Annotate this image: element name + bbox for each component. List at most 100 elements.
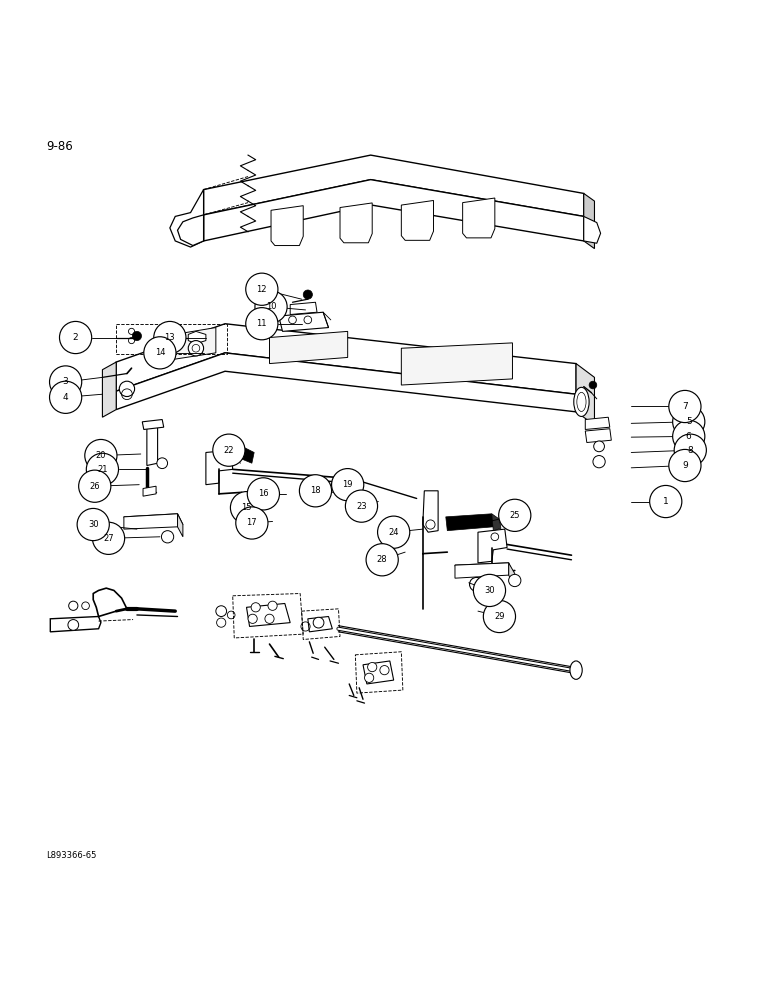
Text: 25: 25 — [510, 511, 520, 520]
Circle shape — [144, 337, 176, 369]
Circle shape — [473, 574, 506, 607]
Polygon shape — [271, 206, 303, 246]
Circle shape — [289, 316, 296, 324]
Circle shape — [672, 420, 705, 452]
Circle shape — [509, 574, 521, 587]
Text: 29: 29 — [494, 612, 505, 621]
Text: 20: 20 — [96, 451, 106, 460]
Circle shape — [366, 544, 398, 576]
Circle shape — [669, 390, 701, 423]
Text: 13: 13 — [164, 333, 175, 342]
Polygon shape — [178, 215, 204, 246]
Circle shape — [120, 381, 134, 397]
Polygon shape — [584, 193, 594, 249]
Circle shape — [669, 449, 701, 482]
Polygon shape — [178, 514, 183, 537]
Polygon shape — [246, 603, 290, 626]
Circle shape — [49, 381, 82, 413]
Polygon shape — [455, 563, 513, 577]
Circle shape — [235, 507, 268, 539]
Circle shape — [594, 441, 604, 452]
Polygon shape — [423, 491, 438, 532]
Polygon shape — [117, 324, 576, 394]
Circle shape — [251, 603, 260, 612]
Circle shape — [128, 338, 134, 344]
Polygon shape — [204, 180, 584, 241]
Circle shape — [245, 273, 278, 305]
Text: 18: 18 — [310, 486, 321, 495]
Text: 10: 10 — [266, 302, 276, 311]
Text: 9: 9 — [682, 461, 688, 470]
Circle shape — [313, 617, 324, 628]
Circle shape — [593, 456, 605, 468]
Polygon shape — [584, 216, 601, 243]
Circle shape — [85, 439, 117, 472]
Circle shape — [157, 458, 168, 469]
Text: 19: 19 — [343, 480, 353, 489]
Circle shape — [248, 614, 257, 623]
Text: 6: 6 — [686, 432, 692, 441]
Circle shape — [268, 601, 277, 610]
Circle shape — [672, 406, 705, 438]
Circle shape — [674, 434, 706, 466]
Polygon shape — [585, 429, 611, 443]
Circle shape — [230, 492, 262, 524]
Circle shape — [128, 328, 134, 334]
Polygon shape — [124, 514, 178, 529]
Polygon shape — [492, 514, 501, 531]
Circle shape — [380, 666, 389, 675]
Text: 23: 23 — [356, 502, 367, 511]
Text: 26: 26 — [90, 482, 100, 491]
Circle shape — [469, 577, 483, 591]
Circle shape — [300, 475, 332, 507]
Ellipse shape — [574, 387, 589, 416]
Text: 4: 4 — [63, 393, 69, 402]
Polygon shape — [147, 425, 157, 466]
Polygon shape — [143, 486, 156, 496]
Polygon shape — [340, 203, 372, 243]
Text: 14: 14 — [154, 348, 165, 357]
Circle shape — [247, 478, 279, 510]
Polygon shape — [401, 343, 513, 385]
Circle shape — [154, 321, 186, 354]
Circle shape — [245, 308, 278, 340]
Circle shape — [364, 673, 374, 682]
Polygon shape — [585, 417, 610, 429]
Polygon shape — [269, 331, 347, 364]
Polygon shape — [363, 661, 394, 684]
Circle shape — [69, 601, 78, 610]
Text: 17: 17 — [246, 518, 257, 527]
Polygon shape — [279, 312, 329, 331]
Polygon shape — [156, 328, 216, 362]
Polygon shape — [50, 616, 101, 632]
Polygon shape — [103, 362, 117, 417]
Polygon shape — [206, 450, 232, 485]
Circle shape — [167, 330, 173, 336]
Text: 2: 2 — [73, 333, 79, 342]
Polygon shape — [142, 420, 164, 429]
Polygon shape — [239, 446, 254, 463]
Polygon shape — [188, 331, 206, 344]
Polygon shape — [445, 514, 493, 531]
Circle shape — [192, 344, 200, 352]
Text: 9-86: 9-86 — [46, 140, 73, 153]
Circle shape — [483, 600, 516, 633]
Polygon shape — [170, 190, 204, 247]
Text: 7: 7 — [682, 402, 688, 411]
Polygon shape — [124, 514, 183, 528]
Circle shape — [255, 291, 287, 323]
Text: 8: 8 — [687, 446, 693, 455]
Text: 12: 12 — [256, 285, 267, 294]
Circle shape — [303, 290, 313, 299]
Circle shape — [345, 490, 378, 522]
Text: 15: 15 — [242, 503, 252, 512]
Circle shape — [499, 499, 531, 531]
Polygon shape — [462, 198, 495, 238]
Circle shape — [332, 469, 364, 501]
Circle shape — [59, 321, 92, 354]
Circle shape — [304, 316, 312, 324]
Text: 3: 3 — [63, 377, 69, 386]
Circle shape — [491, 533, 499, 541]
Circle shape — [161, 531, 174, 543]
Polygon shape — [455, 563, 509, 578]
